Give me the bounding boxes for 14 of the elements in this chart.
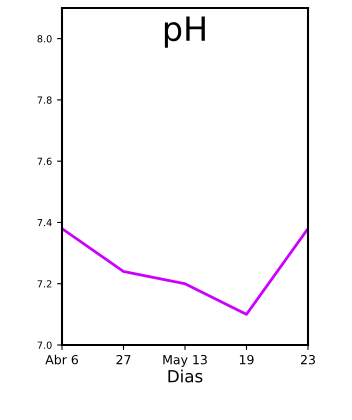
y-tick-label: 8.0 xyxy=(37,35,52,42)
x-tick-label: May 13 xyxy=(163,354,207,367)
x-tick-label: Abr 6 xyxy=(45,354,78,364)
x-tick-label: 23 xyxy=(300,354,315,364)
chart-title: pH xyxy=(164,16,205,48)
x-axis-title: Dias xyxy=(168,370,202,382)
y-tick-label: 7.0 xyxy=(38,341,52,349)
x-tick-label: 19 xyxy=(240,354,254,364)
y-tick-label: 7.8 xyxy=(38,96,52,104)
y-tick-label: 7.4 xyxy=(38,219,52,226)
y-tick-label: 7.2 xyxy=(38,280,52,288)
line-series xyxy=(62,227,308,316)
y-tick-label: 7.6 xyxy=(38,158,52,166)
x-tick-label: 27 xyxy=(116,354,130,364)
